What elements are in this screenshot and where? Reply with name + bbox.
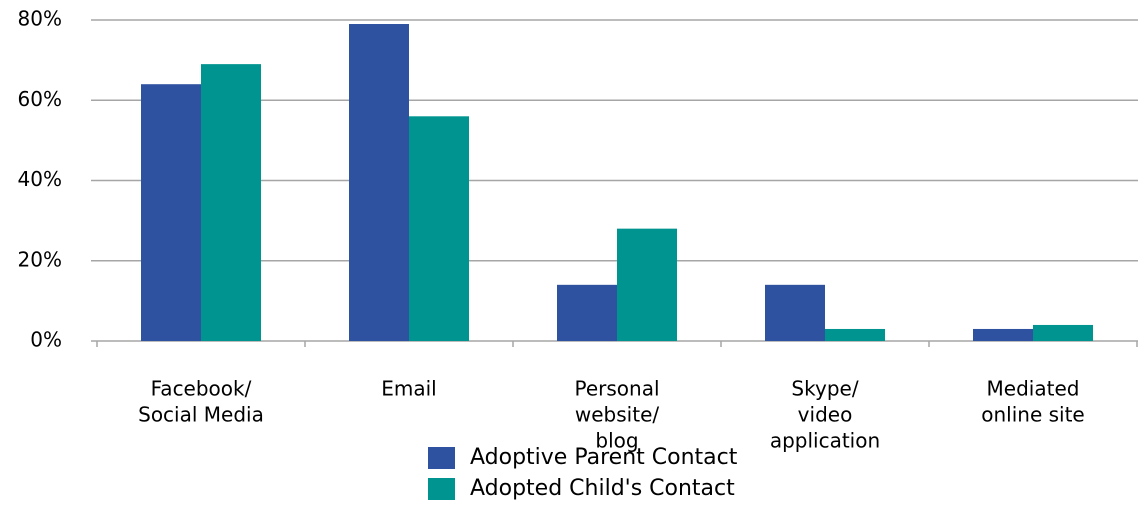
bar xyxy=(825,328,885,341)
y-tick-label: 40% xyxy=(18,167,62,191)
bar xyxy=(617,228,677,341)
x-tick-label: Facebook/ xyxy=(151,377,252,401)
x-tick-label: Social Media xyxy=(138,403,264,427)
legend-swatch xyxy=(428,447,455,469)
y-tick-label: 60% xyxy=(18,87,62,111)
bar xyxy=(141,84,201,341)
x-tick-label: online site xyxy=(981,403,1085,427)
bar xyxy=(973,328,1033,341)
legend-label: Adopted Child's Contact xyxy=(470,476,735,501)
bar xyxy=(557,284,617,341)
y-tick-label: 80% xyxy=(18,7,62,31)
x-tick-label: Mediated xyxy=(987,377,1080,401)
bar xyxy=(409,116,469,341)
x-tick-label: Skype/ xyxy=(791,377,858,401)
x-tick-label: website/ xyxy=(575,403,659,427)
x-tick-label: Personal xyxy=(574,377,659,401)
bar xyxy=(349,24,409,341)
bar xyxy=(765,284,825,341)
y-tick-label: 20% xyxy=(18,247,62,271)
x-tick-label: video xyxy=(798,403,853,427)
x-tick-label: application xyxy=(770,429,880,453)
bar xyxy=(201,64,261,341)
legend-swatch xyxy=(428,478,455,500)
legend-label: Adoptive Parent Contact xyxy=(470,445,738,470)
x-tick-label: blog xyxy=(595,429,638,453)
bar xyxy=(1033,324,1093,341)
y-tick-label: 0% xyxy=(30,328,62,352)
x-tick-label: Email xyxy=(381,377,437,401)
